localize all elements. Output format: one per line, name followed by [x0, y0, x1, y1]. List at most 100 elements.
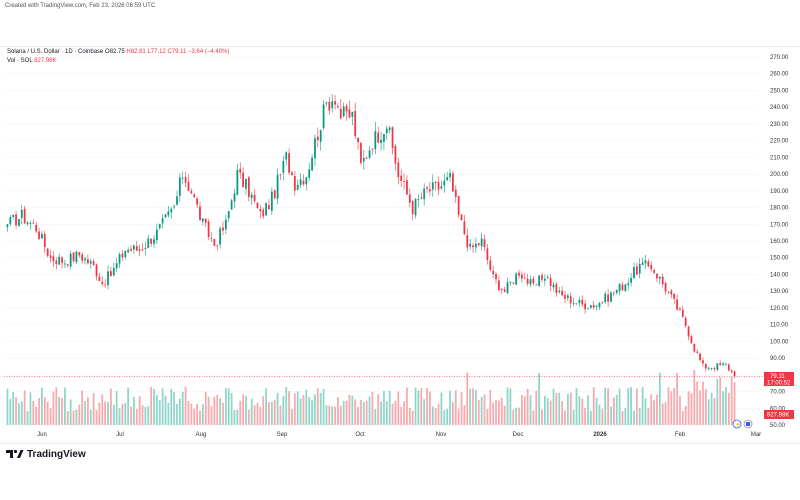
candle-body — [627, 283, 630, 286]
volume-bar — [431, 406, 434, 425]
volume-bar — [207, 396, 210, 425]
volume-bar — [716, 379, 719, 425]
y-tick-label: 270.00 — [770, 55, 789, 61]
volume-bar — [155, 395, 158, 425]
volume-bar — [543, 396, 546, 425]
volume-bar — [595, 397, 598, 425]
candle-body — [523, 277, 526, 279]
y-tick-label: 130.00 — [770, 289, 789, 295]
volume-bar — [489, 390, 492, 425]
x-tick-label: Mar — [751, 432, 761, 438]
candle-body — [101, 281, 104, 284]
candle-body — [446, 177, 449, 181]
candle-body — [322, 104, 325, 129]
y-tick-label: 190.00 — [770, 189, 789, 195]
legend-change: −3.64 (−4.40%) — [188, 49, 230, 55]
candle-body — [127, 250, 130, 253]
time-axis[interactable]: Jun Jul Aug Sep Oct Nov Dec 2026 Feb Mar — [37, 432, 761, 438]
volume-bar — [374, 409, 377, 425]
candle-body — [305, 177, 308, 185]
volume-bar — [55, 387, 58, 425]
volume-bar — [578, 396, 581, 425]
volume-bar — [107, 401, 109, 425]
volume-bar — [334, 406, 336, 425]
volume-bar — [687, 391, 690, 425]
candle-body — [193, 194, 196, 198]
candle-body — [147, 238, 150, 248]
candle-body — [239, 168, 242, 173]
volume-bar — [377, 394, 380, 425]
candle-body — [118, 254, 121, 264]
candle-body — [46, 248, 49, 256]
volume-bar — [81, 390, 84, 425]
volume-bar — [388, 390, 391, 425]
candle-body — [268, 205, 270, 210]
volume-bar — [400, 406, 403, 425]
candle-body — [647, 261, 650, 267]
candle-body — [84, 258, 86, 261]
volume-bar — [20, 401, 23, 425]
tradingview-logo-icon — [6, 449, 24, 458]
candle-body — [615, 289, 618, 293]
candle-body — [377, 132, 380, 143]
event-icons[interactable]: ⚡ — [732, 419, 753, 429]
brand-logo[interactable]: TradingView — [6, 448, 86, 460]
candle-body — [18, 219, 20, 227]
candle-body — [245, 178, 247, 189]
candle-body — [679, 308, 681, 310]
price-axis[interactable]: 270.00 260.00 250.00 240.00 230.00 220.00 210.… — [770, 55, 789, 429]
volume-bar — [328, 405, 331, 425]
volume-bar — [589, 410, 592, 425]
brand-name: TradingView — [27, 448, 86, 460]
volume-bar — [199, 410, 201, 425]
volume-bar — [43, 397, 46, 425]
flag-icon — [746, 422, 750, 426]
volume-bar — [693, 370, 696, 425]
candle-body — [543, 278, 546, 281]
volume-bar — [101, 394, 104, 425]
candle-body — [259, 208, 262, 212]
candle-body — [587, 308, 589, 310]
dividend-event-icon[interactable] — [732, 419, 742, 429]
volume-bar — [178, 398, 181, 425]
volume-bar — [196, 404, 199, 425]
candle-body — [630, 277, 632, 283]
volume-bar — [486, 409, 489, 425]
volume-bar — [670, 391, 673, 425]
candle-body — [302, 180, 305, 185]
candle-body — [23, 208, 26, 224]
candle-body — [368, 150, 371, 158]
candle-body — [495, 273, 497, 280]
candle-body — [92, 261, 95, 265]
volume-bar — [414, 387, 417, 425]
candle-body — [463, 221, 466, 235]
candle-body — [66, 264, 69, 266]
volume-bar — [679, 396, 681, 425]
volume-badge: 827.98K — [764, 410, 794, 419]
volume-bar — [704, 389, 707, 425]
candle-body — [75, 251, 78, 263]
candle-body — [687, 326, 690, 337]
candle-body — [55, 260, 58, 265]
volume-bar — [676, 372, 678, 425]
volume-bar — [598, 404, 601, 425]
volume-bar — [472, 388, 474, 425]
candle-body — [187, 181, 190, 191]
candle-body — [667, 291, 670, 293]
volume-bar — [383, 390, 385, 425]
candle-body — [429, 189, 431, 192]
candle-body — [288, 153, 290, 173]
candle-body — [210, 238, 213, 240]
candle-body — [222, 227, 224, 231]
volume-bar — [150, 387, 153, 425]
volume-bar — [92, 393, 95, 425]
candle-body — [512, 282, 515, 284]
volume-bar — [245, 395, 247, 425]
volume-bar — [164, 395, 167, 425]
volume-bar — [78, 404, 81, 425]
candle-body — [141, 249, 144, 251]
candle-body — [532, 278, 535, 284]
candles[interactable] — [6, 93, 736, 379]
volume-bar — [23, 390, 26, 425]
